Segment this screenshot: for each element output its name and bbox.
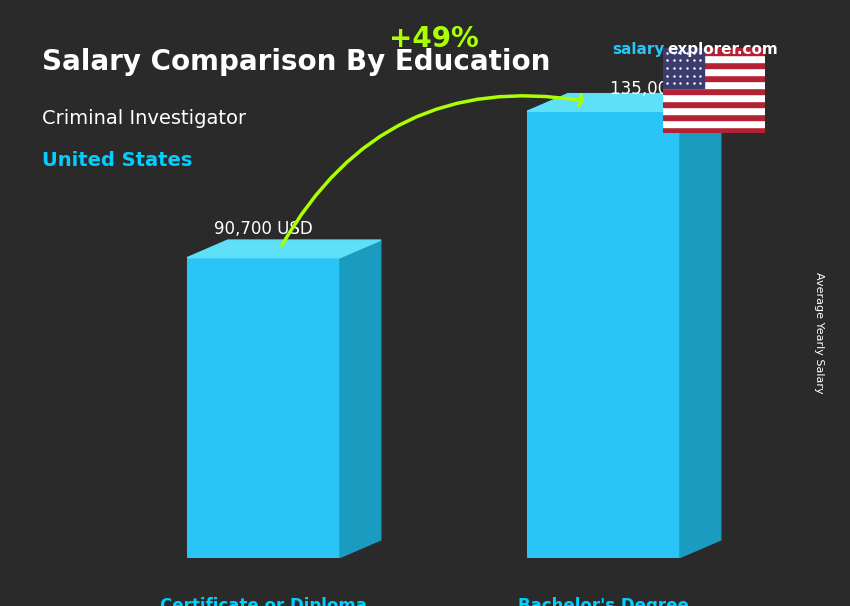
Bar: [663, 75, 765, 81]
Text: salary: salary: [612, 42, 665, 58]
Bar: [663, 48, 765, 55]
Bar: [663, 62, 765, 68]
Polygon shape: [187, 240, 381, 258]
Bar: [663, 81, 765, 88]
Bar: [663, 48, 704, 88]
Polygon shape: [527, 94, 721, 112]
Bar: [663, 127, 765, 133]
Text: Criminal Investigator: Criminal Investigator: [42, 109, 246, 128]
FancyBboxPatch shape: [527, 112, 680, 558]
Text: +49%: +49%: [388, 25, 479, 53]
Text: explorer.com: explorer.com: [667, 42, 778, 58]
Text: United States: United States: [42, 152, 193, 170]
Bar: [663, 107, 765, 114]
Text: Certificate or Diploma: Certificate or Diploma: [160, 597, 367, 606]
Text: 135,000 USD: 135,000 USD: [610, 80, 719, 98]
Polygon shape: [340, 240, 381, 558]
Bar: [663, 101, 765, 107]
Bar: [663, 120, 765, 127]
Bar: [663, 55, 765, 62]
Text: Salary Comparison By Education: Salary Comparison By Education: [42, 48, 551, 76]
Text: Bachelor's Degree: Bachelor's Degree: [518, 597, 689, 606]
Polygon shape: [680, 94, 721, 558]
Bar: [663, 94, 765, 101]
Bar: [663, 68, 765, 75]
FancyBboxPatch shape: [187, 258, 340, 558]
Bar: [663, 114, 765, 120]
Text: Average Yearly Salary: Average Yearly Salary: [814, 273, 824, 394]
Bar: [663, 88, 765, 94]
Text: 90,700 USD: 90,700 USD: [214, 220, 313, 238]
